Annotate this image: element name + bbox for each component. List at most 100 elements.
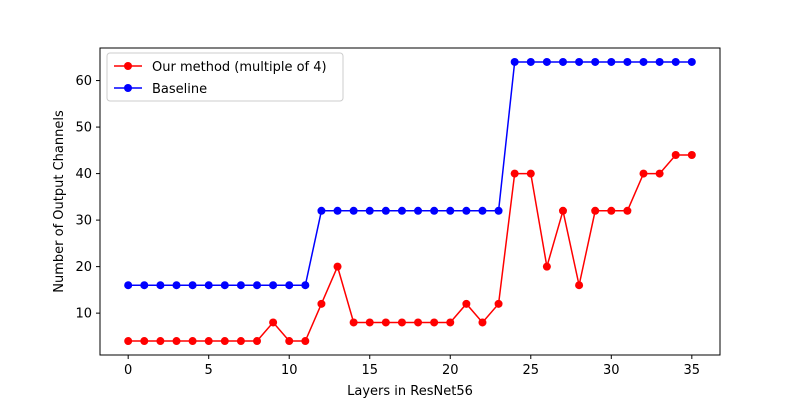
y-tick-label-30: 30 (75, 214, 92, 229)
data-point-our-method-34 (671, 150, 680, 159)
data-point-our-method-9 (269, 318, 278, 327)
data-point-baseline-33 (655, 57, 664, 66)
data-point-baseline-24 (510, 57, 519, 66)
data-point-our-method-10 (285, 337, 294, 346)
data-point-baseline-10 (285, 281, 294, 290)
data-point-baseline-27 (558, 57, 567, 66)
legend-marker-our-method (124, 62, 132, 70)
x-tick-label-20: 20 (442, 363, 459, 378)
data-point-our-method-24 (510, 169, 519, 178)
plot-area-frame (99, 47, 721, 356)
data-point-baseline-0 (124, 281, 133, 290)
data-point-our-method-33 (655, 169, 664, 178)
data-point-our-method-11 (301, 337, 310, 346)
data-point-baseline-32 (639, 57, 648, 66)
data-point-baseline-29 (591, 57, 600, 66)
data-point-our-method-35 (687, 150, 696, 159)
x-tick-label-0: 0 (124, 363, 132, 378)
data-point-baseline-34 (671, 57, 680, 66)
data-point-our-method-7 (236, 337, 245, 346)
y-tick-label-20: 20 (75, 260, 92, 275)
data-point-our-method-4 (188, 337, 197, 346)
data-point-baseline-23 (494, 206, 503, 215)
legend: Our method (multiple of 4) Baseline (106, 52, 344, 102)
data-point-our-method-28 (575, 281, 584, 290)
data-point-our-method-1 (140, 337, 149, 346)
data-point-our-method-17 (397, 318, 406, 327)
data-point-baseline-28 (575, 57, 584, 66)
data-point-our-method-16 (381, 318, 390, 327)
data-point-our-method-14 (349, 318, 358, 327)
x-tick-label-25: 25 (523, 363, 540, 378)
data-point-baseline-25 (526, 57, 535, 66)
data-point-baseline-26 (542, 57, 551, 66)
y-axis-label: Number of Output Channels (52, 110, 67, 293)
x-axis-ticks: 0 5 10 15 20 25 30 35 (124, 355, 700, 378)
x-tick-label-30: 30 (603, 363, 620, 378)
data-point-baseline-13 (333, 206, 342, 215)
data-point-our-method-19 (430, 318, 439, 327)
data-point-baseline-5 (204, 281, 213, 290)
data-point-our-method-23 (494, 299, 503, 308)
data-point-our-method-26 (542, 262, 551, 271)
data-point-baseline-30 (607, 57, 616, 66)
data-point-our-method-29 (591, 206, 600, 215)
data-point-baseline-22 (478, 206, 487, 215)
data-point-baseline-16 (381, 206, 390, 215)
data-point-our-method-22 (478, 318, 487, 327)
legend-entry-our-method: Our method (multiple of 4) (114, 60, 327, 75)
data-point-baseline-7 (236, 281, 245, 290)
x-tick-label-10: 10 (281, 363, 298, 378)
data-point-our-method-27 (558, 206, 567, 215)
data-point-baseline-35 (687, 57, 696, 66)
data-point-baseline-8 (253, 281, 262, 290)
legend-label-baseline: Baseline (152, 82, 207, 97)
data-point-baseline-17 (397, 206, 406, 215)
data-point-our-method-32 (639, 169, 648, 178)
data-point-baseline-14 (349, 206, 358, 215)
data-point-our-method-18 (414, 318, 423, 327)
data-point-baseline-4 (188, 281, 197, 290)
x-tick-label-35: 35 (684, 363, 701, 378)
data-point-baseline-18 (414, 206, 423, 215)
y-tick-label-50: 50 (75, 121, 92, 136)
data-point-our-method-8 (253, 337, 262, 346)
data-point-our-method-15 (365, 318, 374, 327)
data-point-our-method-25 (526, 169, 535, 178)
y-tick-label-60: 60 (75, 74, 92, 89)
data-point-our-method-0 (124, 337, 133, 346)
data-point-baseline-9 (269, 281, 278, 290)
data-point-baseline-3 (172, 281, 181, 290)
legend-label-our-method: Our method (multiple of 4) (152, 60, 327, 75)
data-point-our-method-20 (446, 318, 455, 327)
legend-entry-baseline: Baseline (114, 82, 207, 97)
data-point-our-method-13 (333, 262, 342, 271)
data-point-our-method-12 (317, 299, 326, 308)
data-point-our-method-6 (220, 337, 229, 346)
y-tick-label-10: 10 (75, 307, 92, 322)
data-point-our-method-3 (172, 337, 181, 346)
series-layer (124, 57, 696, 346)
data-point-our-method-21 (462, 299, 471, 308)
series-line-our-method (128, 154, 692, 342)
y-axis-ticks: 10 20 30 40 50 60 (75, 74, 100, 322)
x-tick-label-15: 15 (361, 363, 378, 378)
data-point-baseline-12 (317, 206, 326, 215)
y-tick-label-40: 40 (75, 167, 92, 182)
data-point-our-method-5 (204, 337, 213, 346)
data-point-our-method-30 (607, 206, 616, 215)
data-point-baseline-19 (430, 206, 439, 215)
x-tick-label-5: 5 (205, 363, 213, 378)
data-point-baseline-6 (220, 281, 229, 290)
data-point-our-method-2 (156, 337, 165, 346)
data-point-baseline-20 (446, 206, 455, 215)
x-axis-label: Layers in ResNet56 (347, 384, 473, 399)
legend-marker-baseline (124, 84, 132, 92)
data-point-baseline-2 (156, 281, 165, 290)
data-point-baseline-11 (301, 281, 310, 290)
legend-box (106, 52, 344, 102)
data-point-baseline-21 (462, 206, 471, 215)
data-point-baseline-1 (140, 281, 149, 290)
data-point-baseline-31 (623, 57, 632, 66)
